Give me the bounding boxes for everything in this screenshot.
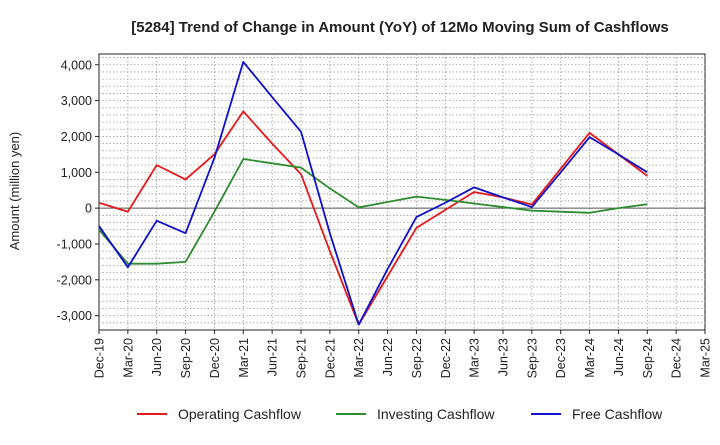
x-tick-label: Dec-21 [323,338,337,378]
axis-ticks: Dec-19 Mar-20 Jun-20 Sep-20 Dec-20 Mar-21 Jun-… [57,58,713,378]
legend: Operating Cashflow Investing Cashflow Free… [137,406,663,422]
legend-label: Operating Cashflow [178,406,302,422]
y-axis-label: Amount (million yen) [7,132,22,251]
x-tick-label: Dec-23 [554,338,568,378]
grid-lines [99,54,705,330]
legend-item-operating-cashflow: Operating Cashflow [137,406,302,422]
y-tick-label: 3,000 [61,94,92,108]
y-tick-label: -2,000 [57,273,92,287]
series-lines [98,60,648,326]
x-tick-label: Jun-21 [266,338,280,376]
y-tick-label: 2,000 [61,130,92,144]
chart-title: [5284] Trend of Change in Amount (YoY) o… [131,19,669,36]
y-tick-label: -3,000 [57,309,92,323]
series-line-free-cashflow [98,60,648,326]
y-tick-label: 1,000 [61,166,92,180]
x-tick-label: Jun-22 [381,338,395,376]
y-tick-label: 0 [85,202,92,216]
x-tick-label: Mar-21 [237,338,251,378]
x-tick-label: Dec-20 [208,338,222,378]
series-line-investing-cashflow [98,158,648,265]
x-tick-label: Sep-20 [179,338,193,378]
x-tick-label: Sep-22 [410,338,424,378]
series-line-operating-cashflow [98,110,648,326]
legend-item-free-cashflow: Free Cashflow [531,406,663,422]
x-tick-label: Sep-23 [525,338,539,378]
x-tick-label: Jun-24 [612,338,626,376]
x-tick-label: Jun-23 [497,338,511,376]
x-tick-label: Mar-23 [468,338,482,378]
x-tick-label: Mar-24 [583,338,597,378]
x-tick-label: Dec-22 [439,338,453,378]
y-tick-label: -1,000 [57,237,92,251]
plot-area-frame [98,53,706,331]
y-tick-label: 4,000 [61,58,92,72]
x-tick-label: Jun-20 [150,338,164,376]
x-tick-label: Mar-25 [699,338,713,378]
legend-item-investing-cashflow: Investing Cashflow [336,406,495,422]
x-tick-label: Sep-21 [295,338,309,378]
legend-label: Investing Cashflow [377,406,495,422]
x-tick-label: Dec-19 [93,338,107,378]
legend-label: Free Cashflow [572,406,663,422]
x-tick-label: Dec-24 [670,338,684,378]
x-tick-label: Mar-22 [352,338,366,378]
x-tick-label: Sep-24 [641,338,655,378]
x-tick-label: Mar-20 [121,338,135,378]
